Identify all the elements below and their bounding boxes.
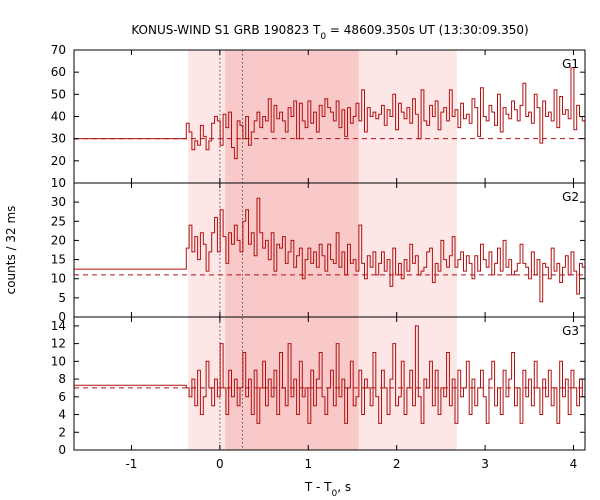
y-tick-label-g2-10: 10 — [51, 272, 66, 286]
lightcurve-g1 — [74, 67, 585, 160]
y-tick-label-g2-30: 30 — [51, 195, 66, 209]
lightcurve-g3 — [74, 325, 585, 442]
y-tick-label-g3-14: 14 — [51, 319, 66, 333]
y-tick-label-g1-40: 40 — [51, 110, 66, 124]
x-tick-label-2: 2 — [393, 457, 401, 471]
chart-title-subscript: 0 — [320, 32, 326, 42]
y-tick-label-g1-60: 60 — [51, 65, 66, 79]
y-tick-label-g3-2: 2 — [58, 425, 66, 439]
y-tick-label-g1-30: 30 — [51, 132, 66, 146]
x-axis-label: T - T0, s — [304, 480, 351, 499]
panel-g1 — [74, 67, 585, 160]
y-tick-label-g3-6: 6 — [58, 390, 66, 404]
y-tick-label-g1-50: 50 — [51, 87, 66, 101]
y-tick-label-g2-5: 5 — [58, 291, 66, 305]
x-tick-label-1: 1 — [304, 457, 312, 471]
panel-frame-g3 — [73, 316, 586, 451]
panel-g2 — [74, 197, 585, 303]
x-tick-label--1: -1 — [125, 457, 137, 471]
y-tick-label-g2-20: 20 — [51, 233, 66, 247]
x-tick-label-4: 4 — [570, 457, 578, 471]
x-axis-label-subscript: 0 — [332, 489, 338, 499]
panel-label-g3: G3 — [562, 324, 579, 338]
y-tick-label-g2-25: 25 — [51, 214, 66, 228]
panel-label-g2: G2 — [562, 190, 579, 204]
chart-title: KONUS-WIND S1 GRB 190823 T0 = 48609.350s… — [131, 23, 528, 42]
y-tick-label-g1-70: 70 — [51, 43, 66, 57]
panel-label-g1: G1 — [562, 57, 579, 71]
y-tick-label-g3-8: 8 — [58, 372, 66, 386]
y-tick-label-g2-0: 0 — [58, 310, 66, 324]
panel-g3 — [74, 325, 585, 442]
y-tick-label-g3-10: 10 — [51, 354, 66, 368]
lightcurve-g2 — [74, 197, 585, 303]
y-tick-label-g3-12: 12 — [51, 337, 66, 351]
y-tick-label-g3-0: 0 — [58, 443, 66, 457]
y-axis-label: counts / 32 ms — [4, 206, 18, 295]
x-tick-label-3: 3 — [481, 457, 489, 471]
y-tick-label-g1-10: 10 — [51, 176, 66, 190]
x-tick-label-0: 0 — [216, 457, 224, 471]
y-tick-label-g1-20: 20 — [51, 154, 66, 168]
y-tick-label-g3-4: 4 — [58, 408, 66, 422]
y-tick-label-g2-15: 15 — [51, 253, 66, 267]
